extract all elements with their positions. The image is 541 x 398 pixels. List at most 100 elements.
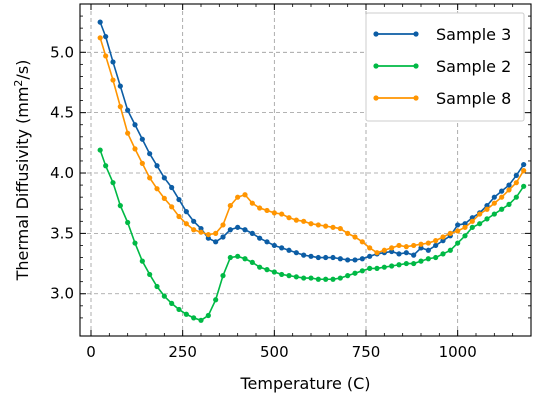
data-point [220,222,226,228]
data-point [447,230,453,236]
data-point [235,253,241,259]
data-point [418,258,424,264]
data-point [462,224,468,230]
data-point [337,225,343,232]
axes [79,3,532,337]
data-point [396,251,402,257]
data-point [227,254,233,261]
y-tick-label: 4.5 [50,104,74,122]
data-point [191,218,197,224]
data-point [521,183,527,189]
data-point [286,247,292,253]
data-point [279,211,285,217]
data-point [330,276,336,282]
data-point [220,234,226,240]
data-point [367,253,373,259]
data-point [97,35,103,41]
data-point [345,273,351,279]
data-point [293,250,299,256]
data-point [132,146,138,152]
data-point [491,194,497,200]
data-point [220,273,226,279]
data-point [147,271,153,278]
data-point [345,257,351,263]
legend-label: Sample 2 [436,57,511,76]
data-point [477,221,483,227]
legend-swatch-marker [373,95,379,101]
data-point [176,196,182,203]
data-point [198,229,204,235]
data-point [499,206,505,212]
data-point [154,163,160,169]
data-point [447,247,453,253]
data-point [359,239,365,245]
x-tick-label: 0 [86,343,96,361]
data-point [213,230,219,236]
data-point [491,200,497,206]
data-point [352,270,358,276]
data-point [374,250,380,256]
data-point [308,253,314,259]
data-point [455,222,461,228]
data-point [279,271,285,278]
data-point [440,238,446,244]
data-point [264,267,270,273]
data-point [125,107,131,113]
data-point [227,227,233,233]
x-tick-label: 750 [352,343,381,361]
data-point [352,257,358,263]
data-point [213,297,219,303]
data-point [97,19,103,25]
series-layer [97,19,527,323]
data-point [301,275,307,281]
legend-label: Sample 8 [436,89,511,108]
data-point [403,250,409,256]
legend-swatch-marker [373,63,379,69]
data-point [169,184,175,191]
data-point [103,33,109,40]
data-point [484,203,490,209]
data-point [125,130,131,136]
plot-frame [79,3,532,337]
y-tick-label: 4.0 [50,164,74,182]
data-point [521,161,527,168]
data-point [235,224,241,230]
data-point [271,242,277,249]
data-point [301,252,307,258]
data-point [169,204,175,210]
data-point [183,209,189,215]
grid-lines [80,4,531,336]
legend-swatch-marker [413,95,419,101]
data-point [345,230,351,236]
data-point [242,227,248,233]
data-point [154,186,160,192]
data-point [323,276,329,282]
data-point [484,206,490,212]
data-point [242,192,248,198]
data-point [381,264,387,270]
data-point [418,245,424,251]
data-point [425,247,431,253]
data-point [469,224,475,230]
data-point [257,205,263,211]
data-point [484,216,490,222]
y-axis-title-main: Thermal Diffusivity (mm [13,87,32,282]
legend-swatch-marker [413,63,419,69]
y-axis-title: Thermal Diffusivity (mm2/s) [12,60,32,282]
data-point [191,227,197,233]
data-point [249,259,255,265]
data-point [315,222,321,228]
data-point [440,251,446,257]
y-axis-title-superscript: 2 [12,80,25,87]
x-tick-label: 1000 [439,343,477,361]
data-point [469,218,475,224]
data-point [235,194,241,200]
x-axis-title: Temperature (C) [239,374,370,393]
y-axis-title-tail: /s) [13,60,32,80]
data-point [154,283,160,290]
data-point [213,239,219,245]
data-point [139,258,145,264]
data-point [176,306,182,313]
data-point [249,200,255,206]
